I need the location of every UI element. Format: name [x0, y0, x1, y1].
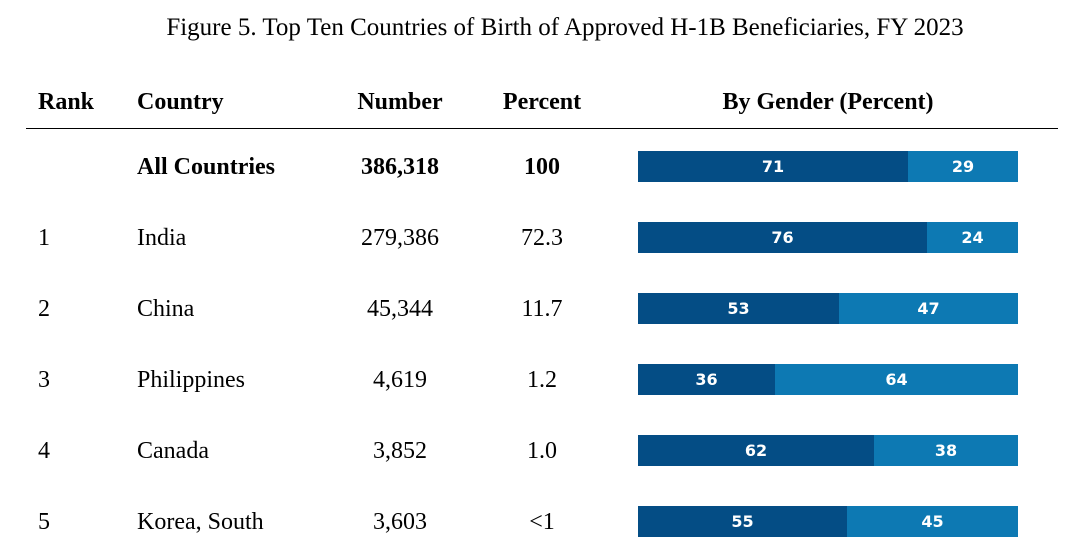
gender-bar-segment: 45 — [847, 506, 1018, 537]
country-cell: China — [137, 296, 195, 322]
rank-cell: 2 — [38, 296, 50, 322]
gender-bar: 55 45 — [638, 506, 1018, 537]
percent-cell: 1.2 — [527, 367, 557, 393]
rank-cell: 5 — [38, 509, 50, 535]
table-row: All Countries 386,318 100 71 29 — [0, 147, 1080, 187]
number-cell: 386,318 — [361, 154, 439, 180]
rank-cell: 3 — [38, 367, 50, 393]
header-number: Number — [357, 89, 443, 115]
gender-bar-segment: 64 — [775, 364, 1018, 395]
percent-cell: <1 — [529, 509, 555, 535]
percent-cell: 11.7 — [521, 296, 563, 322]
gender-bar: 53 47 — [638, 293, 1018, 324]
gender-bar-segment: 55 — [638, 506, 847, 537]
percent-cell: 72.3 — [521, 225, 563, 251]
gender-bar: 71 29 — [638, 151, 1018, 182]
gender-bar: 76 24 — [638, 222, 1018, 253]
gender-bar-segment: 76 — [638, 222, 927, 253]
country-cell: Philippines — [137, 367, 246, 393]
number-cell: 279,386 — [361, 225, 439, 251]
rank-cell: 1 — [38, 225, 50, 251]
table-row: 3 Philippines 4,619 1.2 36 64 — [0, 360, 1080, 400]
percent-cell: 1.0 — [527, 438, 557, 464]
gender-bar-segment: 24 — [927, 222, 1018, 253]
chart-title: Figure 5. Top Ten Countries of Birth of … — [166, 14, 964, 41]
gender-bar-segment: 36 — [638, 364, 775, 395]
header-percent: Percent — [502, 89, 582, 115]
gender-bar-segment: 29 — [908, 151, 1018, 182]
gender-bar-segment: 62 — [638, 435, 874, 466]
gender-bar-segment: 53 — [638, 293, 839, 324]
gender-bar-segment: 71 — [638, 151, 908, 182]
header-rank: Rank — [38, 89, 95, 115]
number-cell: 45,344 — [367, 296, 433, 322]
country-cell: All Countries — [137, 154, 275, 180]
gender-bar-segment: 47 — [839, 293, 1018, 324]
header-rule — [26, 128, 1058, 129]
country-cell: Korea, South — [137, 509, 264, 535]
number-cell: 3,603 — [373, 509, 427, 535]
header-country: Country — [137, 89, 224, 115]
table-row: 2 China 45,344 11.7 53 47 — [0, 289, 1080, 329]
rank-cell: 4 — [38, 438, 50, 464]
gender-bar: 62 38 — [638, 435, 1018, 466]
table-row: 5 Korea, South 3,603 <1 55 45 — [0, 502, 1080, 542]
table-row: 1 India 279,386 72.3 76 24 — [0, 218, 1080, 258]
number-cell: 4,619 — [373, 367, 427, 393]
header-gender: By Gender (Percent) — [722, 89, 934, 115]
gender-bar: 36 64 — [638, 364, 1018, 395]
table-row: 4 Canada 3,852 1.0 62 38 — [0, 431, 1080, 471]
country-cell: India — [137, 225, 187, 251]
gender-bar-segment: 38 — [874, 435, 1018, 466]
percent-cell: 100 — [524, 154, 560, 180]
number-cell: 3,852 — [373, 438, 427, 464]
country-cell: Canada — [137, 438, 209, 464]
